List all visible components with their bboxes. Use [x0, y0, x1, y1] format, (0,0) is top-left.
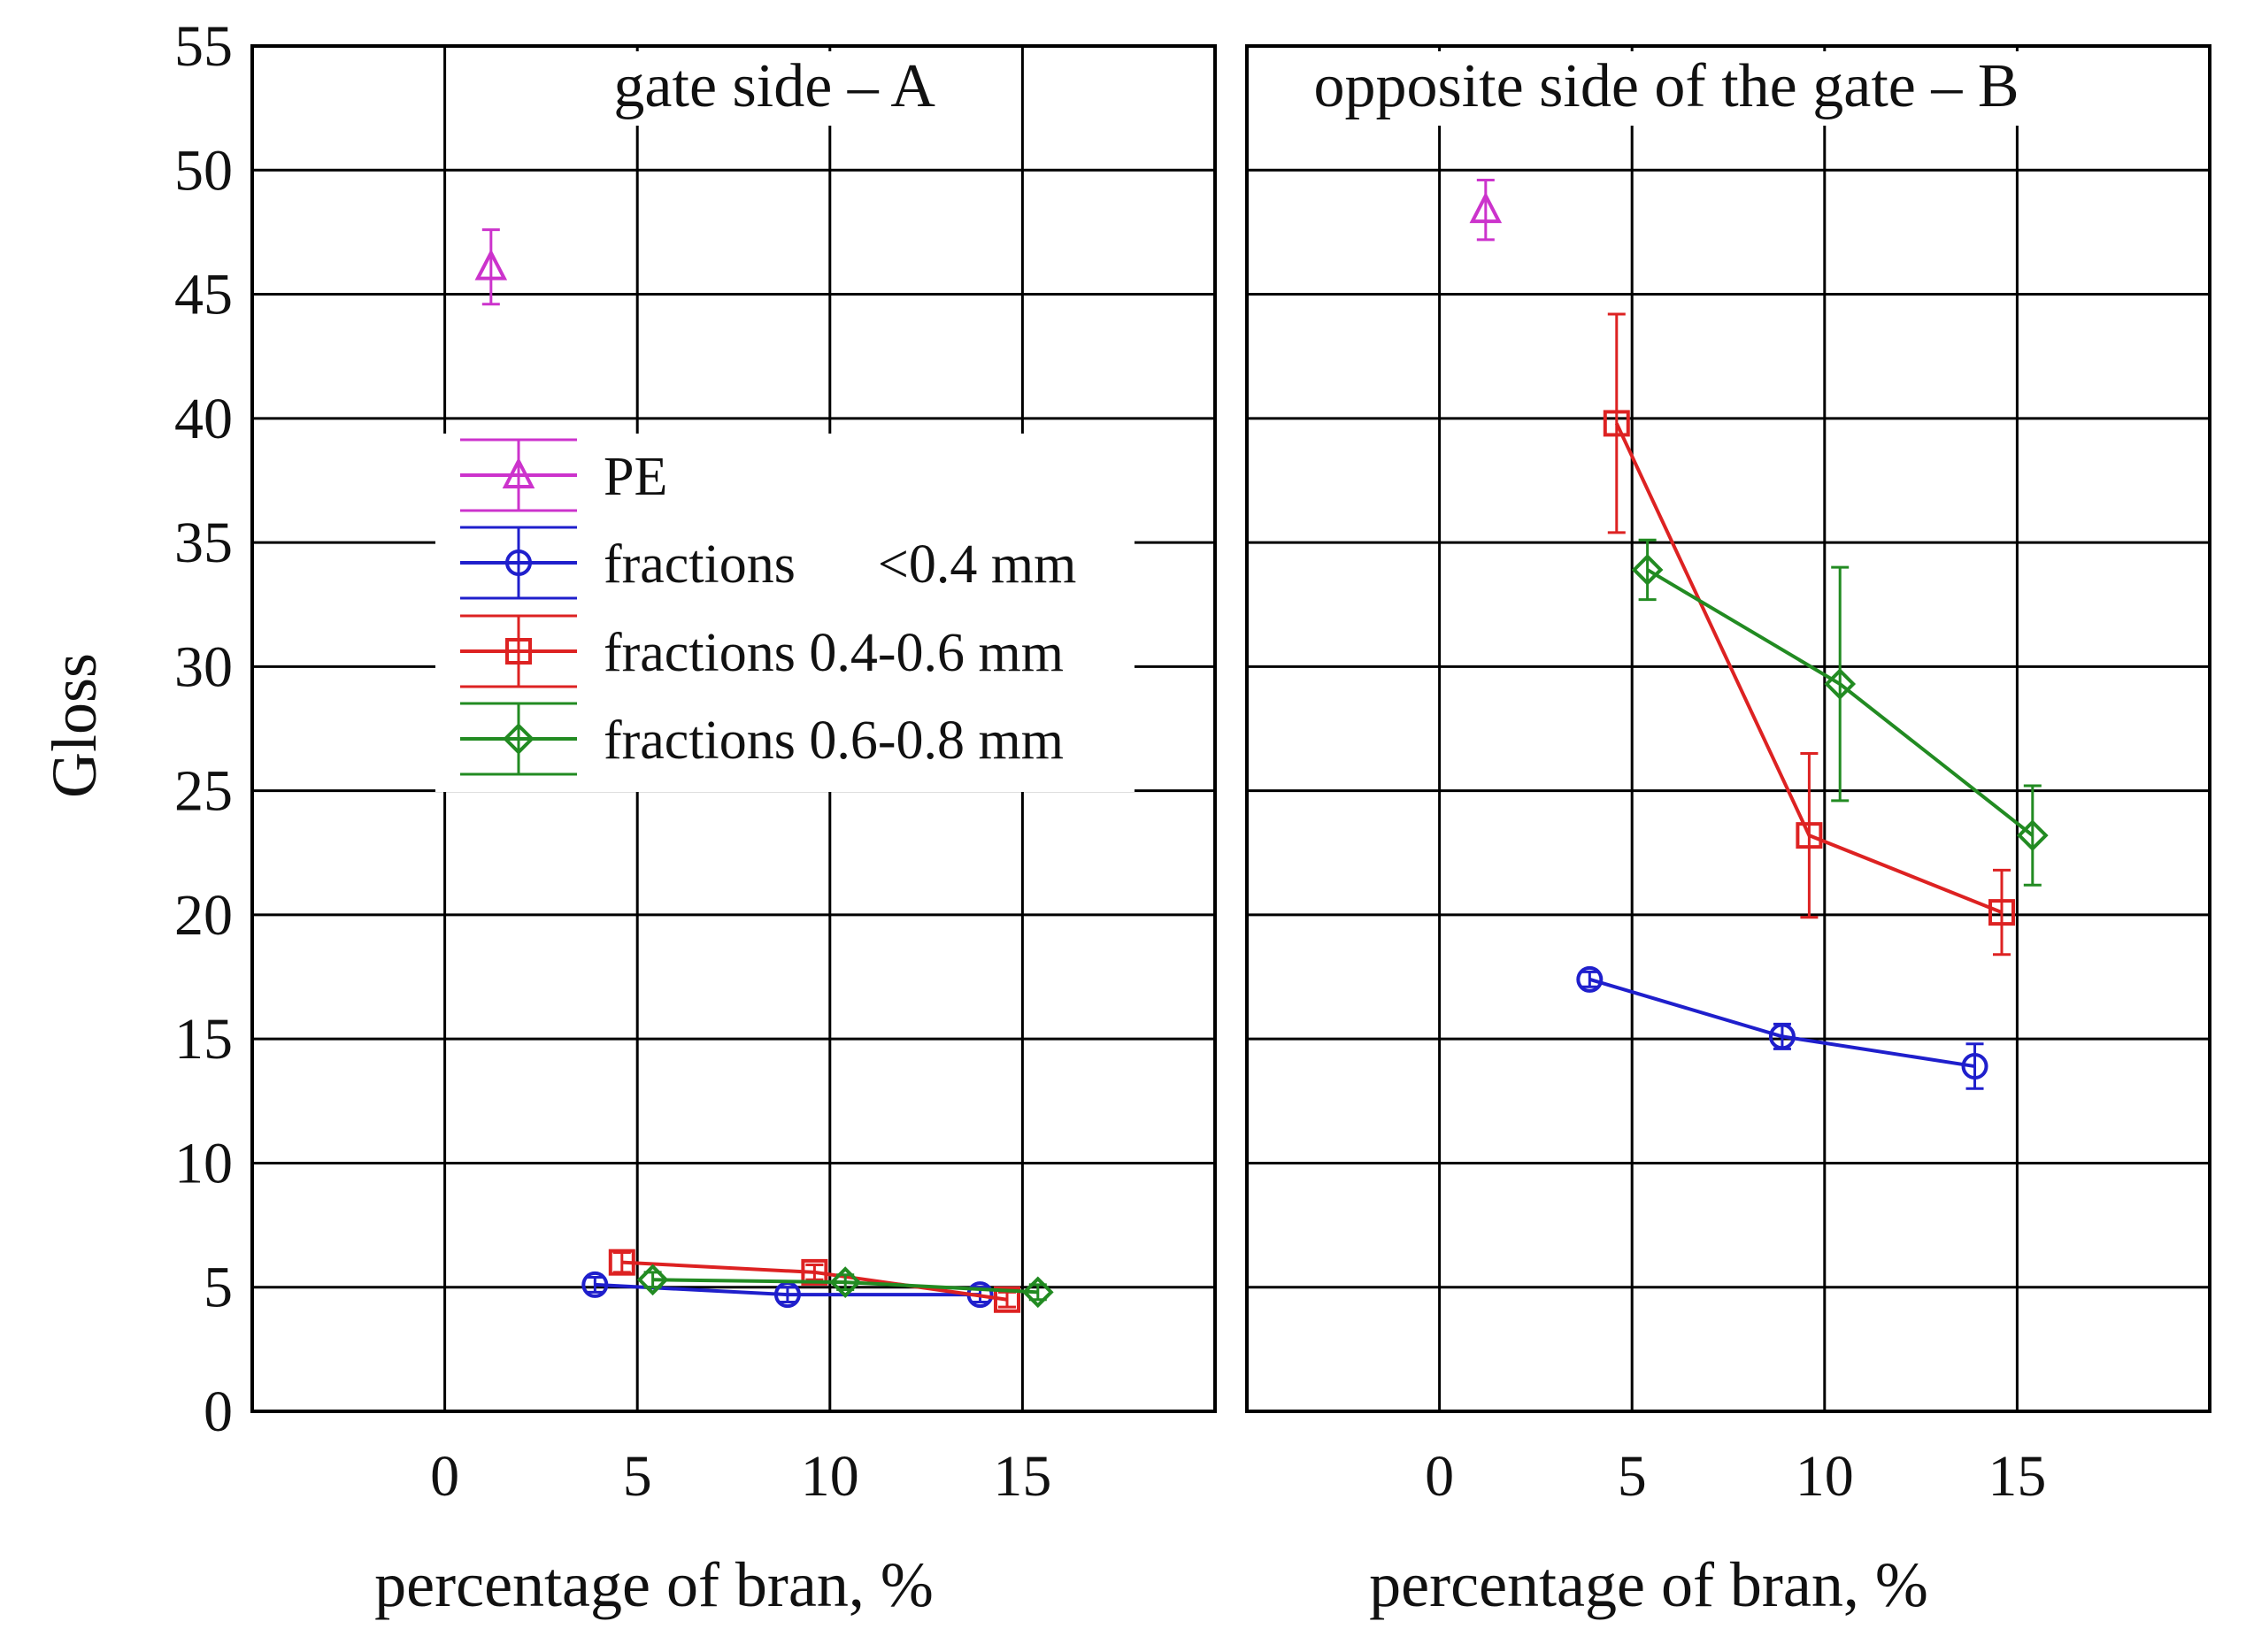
y-tick-label-55: 55	[174, 14, 233, 79]
panel-0-series-f0608-point-0	[636, 1264, 669, 1296]
y-tick-label-35: 35	[174, 511, 233, 575]
panel-1-x-tick-label-5: 5	[1618, 1444, 1647, 1509]
legend-f0608-label: fractions 0.6-0.8 mm	[604, 711, 1064, 771]
panel-0-series-f0406-point-2	[993, 1286, 1020, 1313]
panel-0-x-tick-label-5: 5	[623, 1444, 652, 1509]
y-tick-label-10: 10	[174, 1131, 233, 1195]
y-tick-label-5: 5	[204, 1256, 233, 1320]
panel-0-series-f0608-point-1	[829, 1266, 862, 1298]
panel-0-title-backing	[601, 51, 949, 126]
panel-1-title-backing	[1301, 51, 2032, 126]
panel-1-series-f04-point-2	[1961, 1053, 1988, 1080]
panel-1-series-f0608-point-0	[1631, 554, 1664, 586]
panel-0-series-f0608	[636, 1264, 1054, 1309]
panel-1-frame	[1245, 44, 2211, 1413]
legend-f04-marker	[505, 549, 532, 576]
legend: PE fractions <0.4 mm fractions 0.4-0.6 mm f…	[435, 434, 1135, 792]
y-tick-label-40: 40	[174, 387, 233, 451]
panel-1-series-f0608	[1631, 538, 2049, 887]
panel-1-series-pe-point-0	[1469, 191, 1503, 224]
panel-0-series-pe	[474, 228, 508, 306]
panel-0-series-f0406	[608, 1249, 1020, 1313]
legend-f0406-marker	[505, 638, 532, 665]
panel-1-series-pe	[1469, 178, 1503, 242]
panel-1-x-tick-label-0: 0	[1425, 1444, 1454, 1509]
y-tick-label-25: 25	[174, 759, 233, 824]
panel-1-x-tick-label-15: 15	[1988, 1444, 2046, 1509]
panel-0-series-f0406-point-0	[608, 1249, 635, 1276]
legend-f04-label: fractions <0.4 mm	[604, 534, 1076, 595]
panel-0-frame	[250, 44, 1217, 1413]
panel-1-x-axis-title: percentage of bran, %	[1369, 1549, 1928, 1620]
panel-1: opposite side of the gate – B 0 5 10 15 perce…	[1245, 44, 2211, 1620]
panel-1-x-tick-label-10: 10	[1796, 1444, 1854, 1509]
panel-1-series-f04-point-1	[1768, 1023, 1796, 1050]
legend-pe-label: PE	[604, 447, 667, 507]
panel-1-series-f04	[1576, 965, 1988, 1090]
y-tick-label-30: 30	[174, 634, 233, 699]
y-tick-label-15: 15	[174, 1007, 233, 1072]
panel-0-x-tick-label-10: 10	[801, 1444, 859, 1509]
y-tick-label-20: 20	[174, 883, 233, 948]
legend-pe-marker	[502, 457, 535, 488]
legend-f0608-marker	[503, 723, 535, 755]
panel-0-x-tick-label-0: 0	[430, 1444, 459, 1509]
y-axis-title: Gloss	[39, 653, 110, 798]
legend-box	[435, 434, 1135, 792]
y-tick-label-45: 45	[174, 263, 233, 327]
panel-1-title: opposite side of the gate – B	[1313, 52, 2019, 120]
panel-0-series-f0406-point-1	[801, 1258, 828, 1286]
panel-0-x-axis-title: percentage of bran, %	[374, 1549, 934, 1620]
panel-0-series-f0608-point-2	[1021, 1276, 1054, 1309]
panel-1-series-f0608-point-2	[2016, 819, 2049, 851]
panel-1-series-f0406-point-1	[1796, 822, 1823, 849]
panel-1-series-f0406	[1603, 312, 2015, 957]
panel-0-series-f04-point-0	[581, 1271, 609, 1298]
panel-0: gate side – A 0 5 10 15 20 25 30 35 40 45 50 55 0 5 10 1…	[174, 14, 1217, 1620]
panel-1-series-f0406-point-2	[1988, 899, 2015, 926]
panel-1-series-f04-point-0	[1576, 965, 1604, 993]
y-tick-label-0: 0	[204, 1379, 233, 1444]
panel-0-title: gate side – A	[613, 52, 935, 120]
panel-1-series-f0406-point-0	[1603, 410, 1630, 437]
panel-0-x-tick-label-15: 15	[993, 1444, 1051, 1509]
panel-1-series-f0608-point-1	[1824, 668, 1857, 700]
y-tick-label-50: 50	[174, 138, 233, 203]
legend-f0406-label: fractions 0.4-0.6 mm	[604, 623, 1064, 683]
panel-0-series-pe-point-0	[474, 249, 508, 280]
